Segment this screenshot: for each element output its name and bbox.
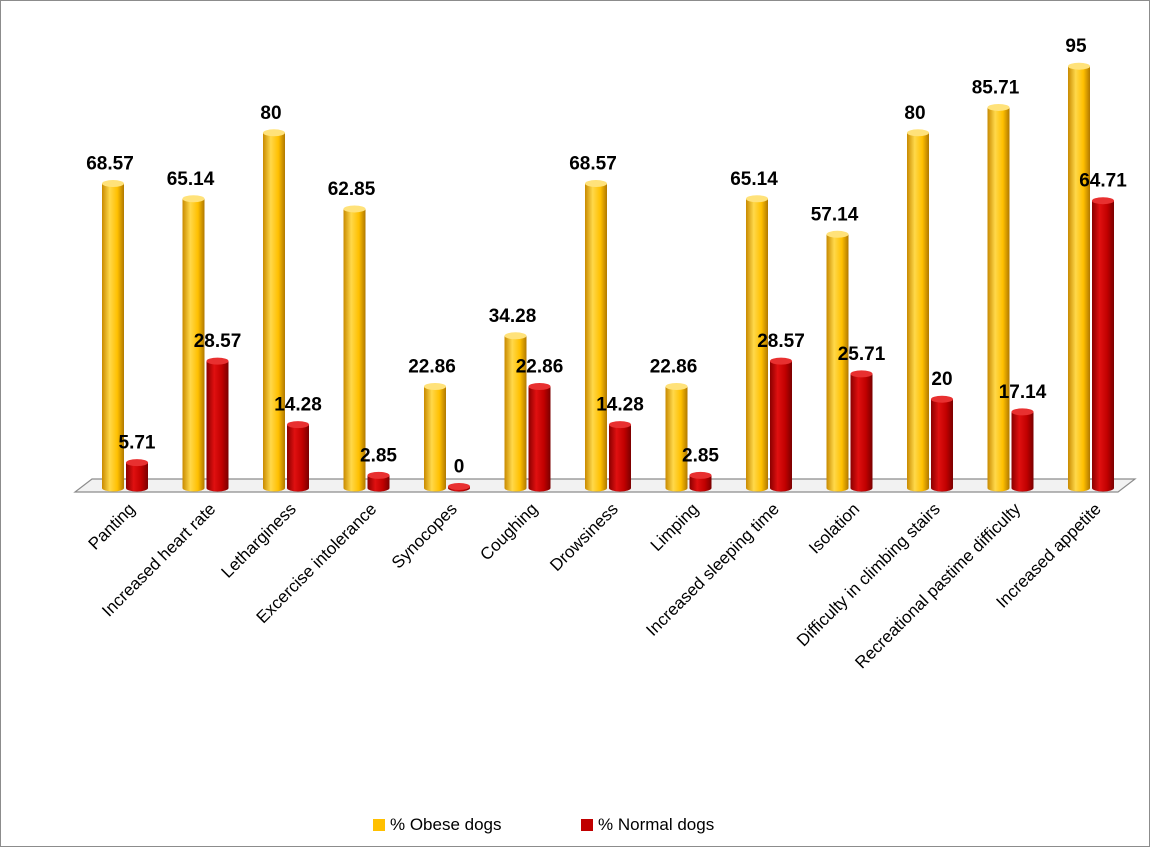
bar-normal-5 [528,383,551,492]
category-label-10: Difficulty in climbing stairs [793,499,944,650]
value-label-normal-2: 14.28 [274,395,322,416]
value-label-normal-6: 14.28 [596,395,644,416]
value-label-normal-7: 2.85 [682,445,719,466]
bar-normal-9 [850,370,873,492]
category-label-0: Panting [85,499,139,553]
bar-normal-8 [770,357,792,492]
value-label-obese-3: 62.85 [328,179,376,200]
value-label-obese-10: 80 [904,103,925,124]
value-label-obese-6: 68.57 [569,154,617,175]
bar-normal-12 [1092,197,1114,492]
legend-label-normal: % Normal dogs [598,815,714,834]
bar-normal-7 [689,471,712,492]
value-label-normal-3: 2.85 [360,445,397,466]
value-label-obese-5: 34.28 [489,306,537,327]
legend-swatch-normal [581,819,593,831]
value-label-obese-11: 85.71 [972,77,1020,98]
bar-normal-0 [126,459,148,492]
bar-obese-7 [665,383,688,492]
bar-obese-9 [826,230,849,492]
value-label-normal-12: 64.71 [1079,171,1127,192]
value-label-obese-8: 65.14 [730,169,778,190]
bar-obese-11 [987,103,1010,492]
category-label-8: Increased sleeping time [642,499,782,639]
category-label-9: Isolation [805,499,863,557]
category-label-2: Letharginess [218,499,300,581]
value-label-normal-11: 17.14 [999,382,1047,403]
bar-obese-1 [182,195,205,492]
bar-obese-6 [585,180,607,492]
legend: % Obese dogs % Normal dogs [373,815,714,834]
category-label-5: Coughing [476,499,541,564]
value-label-normal-9: 25.71 [838,344,886,365]
bar-obese-8 [746,195,768,492]
value-label-obese-0: 68.57 [86,154,134,175]
value-label-normal-8: 28.57 [757,331,805,352]
value-label-obese-7: 22.86 [650,357,698,378]
legend-swatch-obese [373,819,385,831]
value-label-normal-1: 28.57 [194,331,242,352]
legend-label-obese: % Obese dogs [390,815,502,834]
bar-obese-4 [424,383,446,492]
bar-obese-0 [102,180,124,492]
value-label-normal-4: 0 [454,457,465,478]
category-label-11: Recreational pastime difficulty [851,499,1024,672]
value-labels-layer: 68.57 5.71 65.14 28.57 80 14.28 62.85 2.85 22.86… [86,36,1127,477]
category-label-6: Drowsiness [546,499,622,575]
bar-normal-4 [448,483,470,492]
value-label-obese-1: 65.14 [167,169,215,190]
value-label-normal-5: 22.86 [516,357,564,378]
bar-obese-5 [504,332,527,492]
bar-obese-2 [263,129,285,492]
value-label-obese-12: 95 [1065,36,1087,57]
bar-normal-2 [287,421,309,492]
bar-obese-10 [907,129,929,492]
category-label-7: Limping [647,499,703,555]
bar-normal-3 [367,471,390,492]
bar-obese-12 [1068,62,1090,492]
bar-normal-6 [609,421,631,492]
value-label-normal-0: 5.71 [119,433,156,454]
value-label-obese-9: 57.14 [811,204,859,225]
category-label-4: Synocopes [388,499,461,572]
bars-layer [102,62,1114,492]
value-label-normal-10: 20 [931,369,952,390]
bar-normal-1 [206,357,229,492]
bar-obese-3 [343,205,366,492]
bar-normal-11 [1011,408,1034,492]
value-label-obese-4: 22.86 [408,357,456,378]
bar-normal-10 [931,395,953,492]
value-label-obese-2: 80 [260,103,281,124]
